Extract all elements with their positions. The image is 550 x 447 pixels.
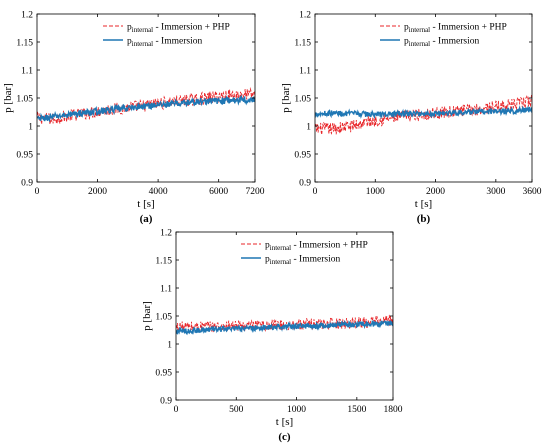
y-tick-label: 1 <box>306 123 311 133</box>
y-tick-label: 0.9 <box>21 179 33 189</box>
y-tick-label: 1.1 <box>160 285 172 295</box>
series-line-immersion <box>176 319 393 336</box>
y-axis-label: p [bar] <box>141 301 153 331</box>
y-tick-label: 0.95 <box>294 151 311 161</box>
x-tick-label: 7200 <box>246 187 265 197</box>
y-tick-label: 1.15 <box>155 257 172 267</box>
x-axis-label: t [s] <box>415 198 432 210</box>
chart-panel-a: 0.9 0.95 1 1.05 1.1 1.15 1.2 0 2000 4000 6000 7200 t… <box>2 11 265 226</box>
y-tick-label: 1 <box>167 341 172 351</box>
x-axis-label: t [s] <box>137 198 154 210</box>
y-tick-label: 1.1 <box>21 67 33 77</box>
x-tick-label: 1000 <box>287 405 306 415</box>
y-tick-label: 0.95 <box>155 369 172 379</box>
panel-label: (b) <box>417 213 431 225</box>
series-line-immersion-php <box>37 87 255 125</box>
x-tick-label: 500 <box>229 405 244 415</box>
legend-label: pinternal - Immersion <box>127 37 202 49</box>
x-tick-label: 2000 <box>426 187 445 197</box>
x-tick-label: 3600 <box>523 187 542 197</box>
x-axis-label: t [s] <box>276 416 293 428</box>
y-tick-label: 1.1 <box>299 67 311 77</box>
y-tick-label: 0.9 <box>299 179 311 189</box>
legend-label: pinternal - Immersion + PHP <box>265 241 368 253</box>
y-tick-label: 1.05 <box>16 95 33 105</box>
y-tick-label: 1.2 <box>21 11 33 21</box>
x-tick-label: 1800 <box>384 405 403 415</box>
y-tick-label: 0.9 <box>160 397 172 407</box>
x-tick-label: 2000 <box>88 187 107 197</box>
legend-label: pinternal - Immersion + PHP <box>404 23 507 35</box>
x-tick-label: 1500 <box>347 405 366 415</box>
y-tick-label: 1 <box>28 123 33 133</box>
y-tick-label: 1.2 <box>160 229 172 239</box>
legend-label: pinternal - Immersion <box>404 37 479 49</box>
y-tick-label: 1.2 <box>299 11 311 21</box>
y-tick-label: 1.05 <box>155 313 172 323</box>
panel-label: (a) <box>140 213 153 225</box>
y-axis-label: p [bar] <box>2 83 14 113</box>
x-tick-label: 3000 <box>486 187 505 197</box>
y-tick-label: 1.15 <box>294 39 311 49</box>
legend-label: pinternal - Immersion + PHP <box>127 23 230 35</box>
y-axis-label: p [bar] <box>280 83 292 113</box>
x-tick-label: 6000 <box>209 187 228 197</box>
x-tick-label: 0 <box>35 187 40 197</box>
chart-panel-b: 0.9 0.95 1 1.05 1.1 1.15 1.2 0 1000 2000 3000 3600 t… <box>280 11 542 226</box>
series-line-immersion <box>37 94 255 123</box>
x-tick-label: 4000 <box>149 187 168 197</box>
x-tick-label: 0 <box>174 405 179 415</box>
x-tick-label: 1000 <box>366 187 385 197</box>
panel-label: (c) <box>278 431 291 443</box>
y-tick-label: 1.05 <box>294 95 311 105</box>
y-tick-label: 0.95 <box>16 151 33 161</box>
x-tick-label: 0 <box>313 187 318 197</box>
y-tick-label: 1.15 <box>16 39 33 49</box>
legend-label: pinternal - Immersion <box>265 255 340 267</box>
series-line-immersion <box>315 105 532 120</box>
chart-panel-c: 0.9 0.95 1 1.05 1.1 1.15 1.2 0 500 1000 1500 1800 t … <box>141 229 403 444</box>
